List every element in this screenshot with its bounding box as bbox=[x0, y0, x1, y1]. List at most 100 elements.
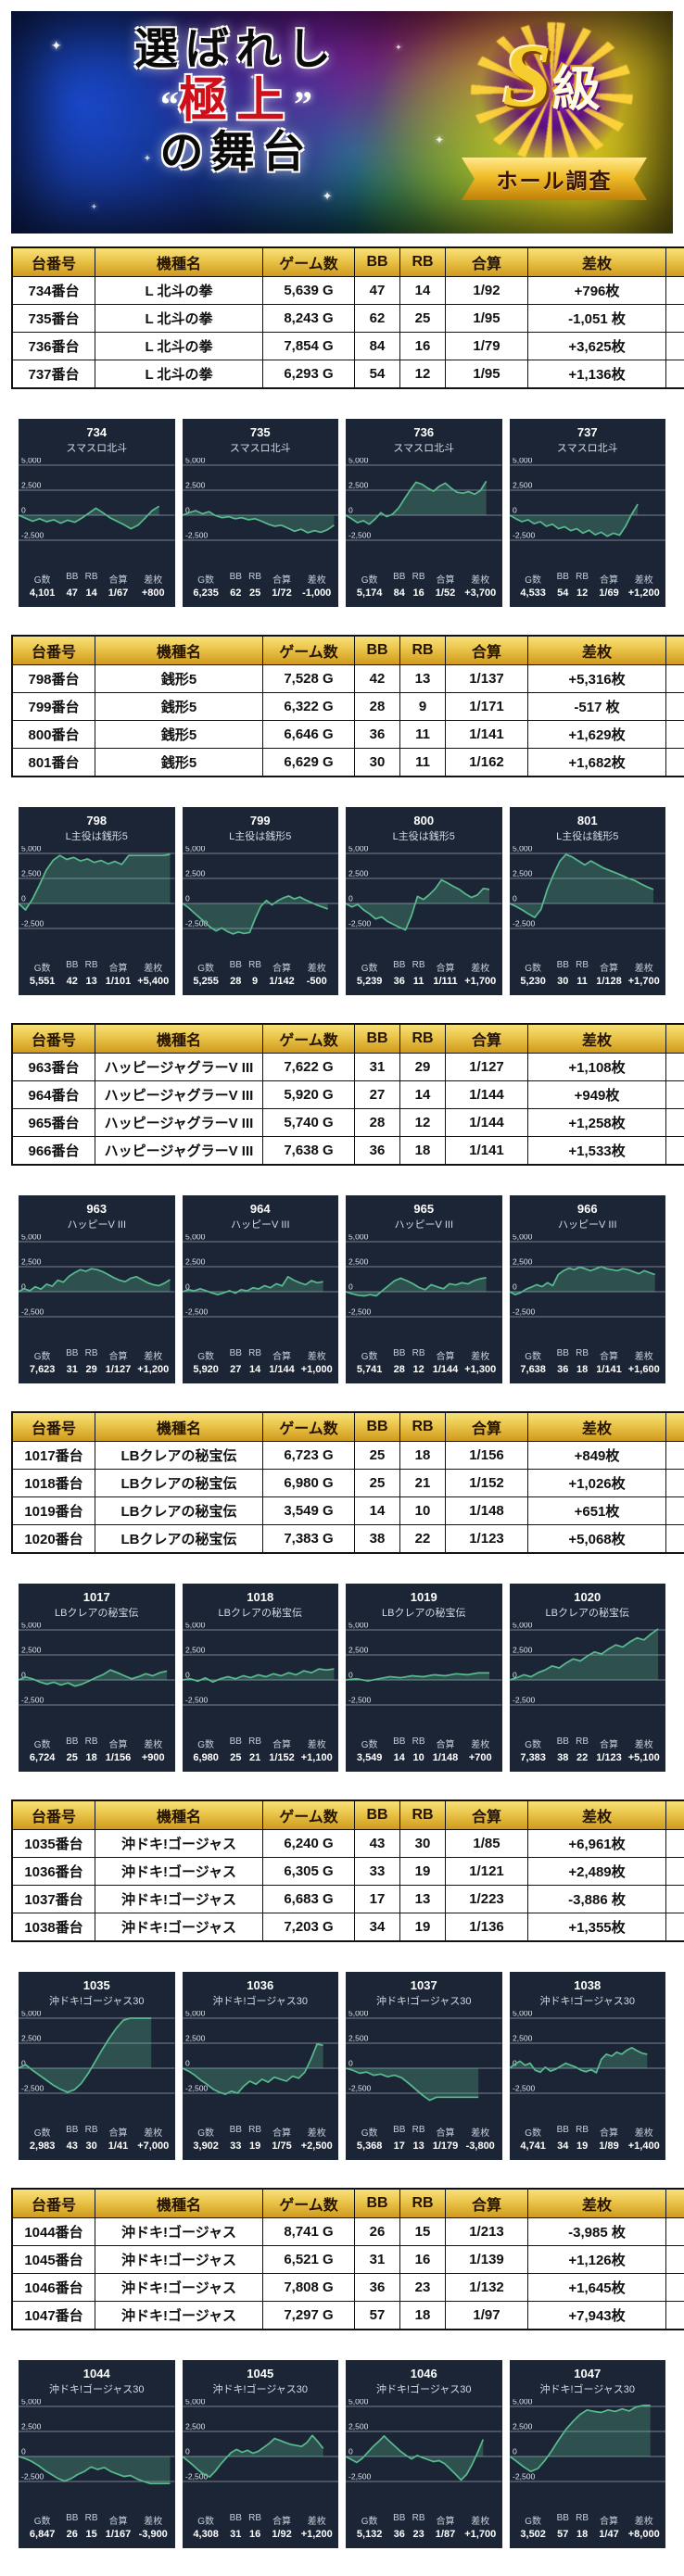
machine-name: 銭形5 bbox=[95, 721, 263, 749]
svg-text:-2,500: -2,500 bbox=[348, 1696, 372, 1705]
stat-value-1: 42 bbox=[62, 976, 82, 987]
stat-label-1: BB bbox=[389, 960, 409, 974]
svg-text:0: 0 bbox=[185, 2059, 190, 2068]
stat-label-0: G数 bbox=[186, 572, 226, 586]
column-header-machine-number: 台番号 bbox=[12, 1412, 95, 1442]
stat-label-1: BB bbox=[553, 572, 573, 586]
svg-text:2,500: 2,500 bbox=[21, 1646, 42, 1655]
table-header-row: 台番号機種名ゲーム数BBRB合算差枚出玉率 bbox=[12, 247, 684, 277]
stat-label-4: 差枚 bbox=[135, 2513, 171, 2527]
stat-value-1: 47 bbox=[62, 587, 82, 599]
stat-value-4: +1,200 bbox=[626, 587, 662, 599]
stat-value-0: 5,174 bbox=[349, 587, 389, 599]
stat-value-2: 15 bbox=[82, 2529, 101, 2540]
stat-label-3: 合算 bbox=[428, 960, 462, 974]
payout-rate: 137.2% bbox=[666, 1830, 684, 1858]
stat-value-2: 13 bbox=[82, 976, 101, 987]
svg-text:2,500: 2,500 bbox=[21, 2422, 42, 2431]
stat-value-2: 19 bbox=[573, 2140, 592, 2152]
bb-count: 31 bbox=[355, 2246, 400, 2274]
game-count: 6,322 G bbox=[263, 693, 355, 721]
stat-value-0: 3,549 bbox=[349, 1752, 389, 1763]
game-count: 8,243 G bbox=[263, 305, 355, 333]
combined-rate: 1/139 bbox=[446, 2246, 528, 2274]
stat-label-3: 合算 bbox=[428, 2513, 462, 2527]
stat-value-4: +2,500 bbox=[298, 2140, 335, 2152]
stat-label-1: BB bbox=[226, 572, 246, 586]
stat-value-1: 43 bbox=[62, 2140, 82, 2152]
stat-label-0: G数 bbox=[513, 1348, 553, 1362]
rb-count: 29 bbox=[400, 1054, 446, 1081]
stat-label-3: 合算 bbox=[428, 572, 462, 586]
combined-rate: 1/148 bbox=[446, 1497, 528, 1525]
stat-value-0: 4,533 bbox=[513, 587, 553, 599]
rb-count: 18 bbox=[400, 2302, 446, 2330]
stat-label-0: G数 bbox=[513, 572, 553, 586]
stat-label-3: 合算 bbox=[265, 960, 299, 974]
stat-value-0: 7,383 bbox=[513, 1752, 553, 1763]
svg-text:0: 0 bbox=[348, 894, 353, 903]
stat-value-1: 33 bbox=[226, 2140, 246, 2152]
svg-text:5,000: 5,000 bbox=[185, 2399, 206, 2406]
bb-count: 30 bbox=[355, 749, 400, 777]
column-header-bb-count: BB bbox=[355, 2189, 400, 2218]
stat-value-4: -1,000 bbox=[298, 587, 335, 599]
card-machine-number: 1037 bbox=[346, 1978, 502, 1992]
svg-text:5,000: 5,000 bbox=[513, 1234, 533, 1241]
diff-medals: +1,126枚 bbox=[528, 2246, 666, 2274]
stat-label-2: RB bbox=[82, 960, 101, 974]
column-header-game-count: ゲーム数 bbox=[263, 247, 355, 277]
card-machine-name: 沖ドキ!ゴージャス30 bbox=[510, 2381, 666, 2396]
bb-count: 36 bbox=[355, 721, 400, 749]
payout-rate: 104.3% bbox=[666, 1470, 684, 1497]
combined-rate: 1/137 bbox=[446, 665, 528, 693]
rb-count: 25 bbox=[400, 305, 446, 333]
stat-value-2: 11 bbox=[409, 976, 428, 987]
column-header-combined-rate: 合算 bbox=[446, 1800, 528, 1830]
combined-rate: 1/121 bbox=[446, 1858, 528, 1886]
diff-medals: +6,961枚 bbox=[528, 1830, 666, 1858]
stat-value-3: 1/87 bbox=[428, 2529, 462, 2540]
bb-count: 47 bbox=[355, 277, 400, 305]
stat-value-1: 34 bbox=[553, 2140, 573, 2152]
card-machine-number: 1045 bbox=[183, 2367, 339, 2380]
banner-title: 選ばれし “極上” の舞台 bbox=[37, 26, 436, 177]
stat-label-2: RB bbox=[573, 1736, 592, 1750]
column-header-payout-rate: 出玉率 bbox=[666, 247, 684, 277]
svg-text:0: 0 bbox=[21, 894, 26, 903]
bb-count: 38 bbox=[355, 1525, 400, 1554]
payout-rate: 104.5% bbox=[666, 1054, 684, 1081]
column-header-game-count: ゲーム数 bbox=[263, 1800, 355, 1830]
card-machine-name: 沖ドキ!ゴージャス30 bbox=[183, 2381, 339, 2396]
stat-value-1: 31 bbox=[62, 1364, 82, 1375]
stat-value-0: 5,255 bbox=[186, 976, 226, 987]
card-machine-number: 1035 bbox=[19, 1978, 175, 1992]
svg-text:0: 0 bbox=[185, 894, 190, 903]
payout-rate: 80.6% bbox=[666, 1886, 684, 1913]
stat-label-4: 差枚 bbox=[626, 2125, 662, 2139]
column-header-rb-count: RB bbox=[400, 2189, 446, 2218]
stat-label-0: G数 bbox=[349, 2125, 389, 2139]
column-header-diff-medals: 差枚 bbox=[528, 1800, 666, 1830]
stat-value-1: 36 bbox=[389, 976, 409, 987]
stat-label-4: 差枚 bbox=[298, 2125, 335, 2139]
